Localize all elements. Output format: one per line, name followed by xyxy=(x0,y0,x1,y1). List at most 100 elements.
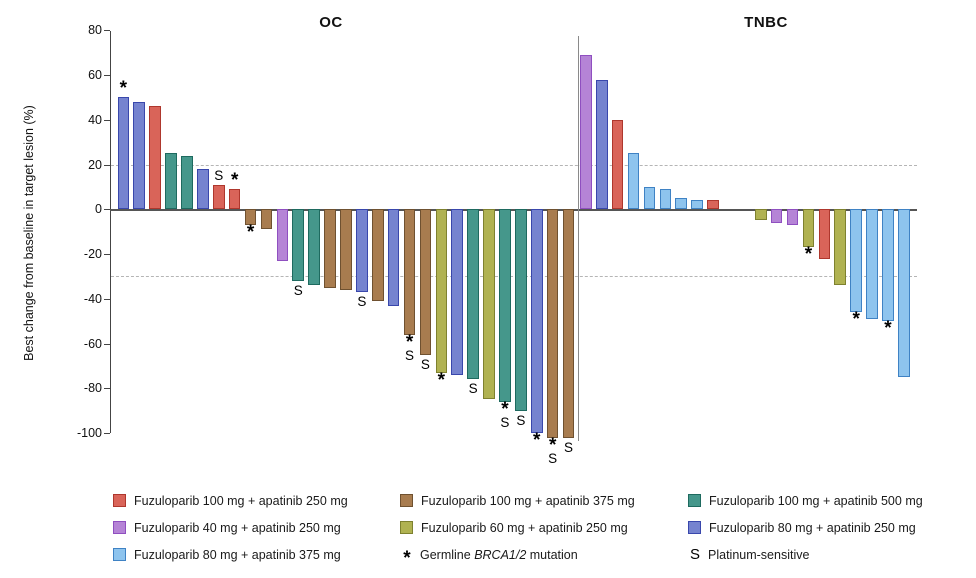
y-tick xyxy=(104,164,110,166)
bar-red xyxy=(212,184,225,210)
y-tick-label: -40 xyxy=(83,291,102,306)
bar-brown xyxy=(244,209,257,225)
y-tick xyxy=(104,119,110,121)
legend-label: Fuzuloparib 80 mg + apatinib 250 mg xyxy=(709,520,916,535)
legend-item: Fuzuloparib 100 mg + apatinib 375 mg xyxy=(400,487,635,514)
bar-teal xyxy=(467,209,479,380)
y-tick-label: 80 xyxy=(88,23,102,38)
bar-lightblue xyxy=(627,153,640,210)
bar-brown xyxy=(419,209,432,355)
bar-lightblue xyxy=(691,200,703,210)
platinum-sensitive-mark: S xyxy=(420,356,430,372)
platinum-sensitive-mark: S xyxy=(468,381,478,397)
legend-label: Fuzuloparib 40 mg + apatinib 250 mg xyxy=(134,520,341,535)
brca-mutation-mark: * xyxy=(804,244,813,266)
bar-olive xyxy=(834,209,847,286)
panel-title-tnbc: TNBC xyxy=(744,14,788,31)
legend-swatch-lightblue xyxy=(113,548,126,561)
bar-purple xyxy=(276,209,289,261)
y-tick-label: -20 xyxy=(83,247,102,262)
legend-swatch-olive xyxy=(400,521,413,534)
y-tick xyxy=(104,433,110,435)
reference-line xyxy=(111,164,917,166)
legend-swatch-blue xyxy=(688,521,701,534)
legend-column: Fuzuloparib 100 mg + apatinib 375 mg Fuzu… xyxy=(400,487,635,569)
bar-olive xyxy=(483,209,495,400)
bar-red xyxy=(228,189,241,210)
bar-teal xyxy=(515,209,527,411)
bar-teal xyxy=(292,209,305,281)
bar-brown xyxy=(546,209,559,438)
y-tick xyxy=(104,75,110,77)
legend-swatch-teal xyxy=(688,494,701,507)
legend-label: Fuzuloparib 60 mg + apatinib 250 mg xyxy=(421,520,628,535)
brca-mutation-mark: * xyxy=(501,398,509,420)
brca-mutation-mark: * xyxy=(405,331,414,353)
bar-blue xyxy=(117,97,130,210)
legend-item: Fuzuloparib 100 mg + apatinib 500 mg xyxy=(688,487,923,514)
brca-mutation-mark: * xyxy=(230,170,239,192)
platinum-sensitive-mark: S xyxy=(405,348,415,364)
bar-blue xyxy=(451,209,464,375)
bar-brown xyxy=(324,209,336,288)
asterisk-symbol: * xyxy=(403,547,411,569)
bar-red xyxy=(707,200,719,210)
bar-blue xyxy=(595,79,608,210)
legend-item: Fuzuloparib 80 mg + apatinib 250 mg xyxy=(688,514,923,541)
y-tick xyxy=(104,298,110,300)
legend-item: * Germline BRCA1/2 mutation xyxy=(400,541,635,569)
legend-item: Fuzuloparib 40 mg + apatinib 250 mg xyxy=(113,514,348,541)
s-symbol: S xyxy=(689,546,700,563)
legend-column: Fuzuloparib 100 mg + apatinib 500 mg Fuzu… xyxy=(688,487,923,568)
y-axis-line xyxy=(110,30,112,434)
brca-mutation-mark: * xyxy=(437,369,446,391)
bar-blue xyxy=(356,209,368,293)
brca-mutation-mark: * xyxy=(246,221,255,243)
bar-lightblue xyxy=(675,198,688,210)
y-tick-label: -100 xyxy=(76,426,102,441)
brca-mutation-mark: * xyxy=(852,309,860,331)
bar-red xyxy=(611,119,624,210)
legend-swatch-red xyxy=(113,494,126,507)
platinum-sensitive-mark: S xyxy=(516,412,526,428)
platinum-sensitive-mark: S xyxy=(357,294,367,310)
reference-line xyxy=(111,276,917,278)
panel-title-oc: OC xyxy=(319,14,343,31)
y-tick xyxy=(104,388,110,390)
bar-blue xyxy=(387,209,400,306)
legend-label: Platinum-sensitive xyxy=(708,547,810,562)
legend-item: Fuzuloparib 100 mg + apatinib 250 mg xyxy=(113,487,348,514)
legend: Fuzuloparib 100 mg + apatinib 250 mg Fuzu… xyxy=(0,487,976,573)
bar-blue xyxy=(197,169,209,210)
legend-label: Fuzuloparib 100 mg + apatinib 250 mg xyxy=(134,493,348,508)
legend-swatch-purple xyxy=(113,521,126,534)
bar-lightblue xyxy=(882,209,894,322)
platinum-sensitive-mark: S xyxy=(564,439,574,455)
bar-lightblue xyxy=(643,186,656,210)
bar-teal xyxy=(165,153,177,210)
y-tick-label: 40 xyxy=(88,112,102,127)
bar-blue xyxy=(530,209,543,434)
legend-item: Fuzuloparib 80 mg + apatinib 375 mg xyxy=(113,541,348,568)
legend-swatch-brown xyxy=(400,494,413,507)
bar-olive xyxy=(435,209,448,373)
legend-item: S Platinum-sensitive xyxy=(688,541,923,568)
y-tick-label: -80 xyxy=(83,381,102,396)
bar-teal xyxy=(308,209,320,286)
platinum-sensitive-mark: S xyxy=(500,415,510,431)
bar-olive xyxy=(754,209,767,221)
bar-teal xyxy=(499,209,511,402)
y-axis-title: Best change from baseline in target lesi… xyxy=(22,105,36,361)
platinum-sensitive-mark: S xyxy=(548,451,558,467)
y-tick xyxy=(104,254,110,256)
brca-mutation-mark: * xyxy=(548,434,557,456)
y-tick xyxy=(104,209,110,211)
y-tick-label: 20 xyxy=(88,157,102,172)
bar-teal xyxy=(181,155,193,210)
y-tick xyxy=(104,343,110,345)
bar-purple xyxy=(770,209,783,223)
bar-blue xyxy=(133,101,146,210)
bar-lightblue xyxy=(850,209,862,313)
bar-lightblue xyxy=(659,189,672,210)
